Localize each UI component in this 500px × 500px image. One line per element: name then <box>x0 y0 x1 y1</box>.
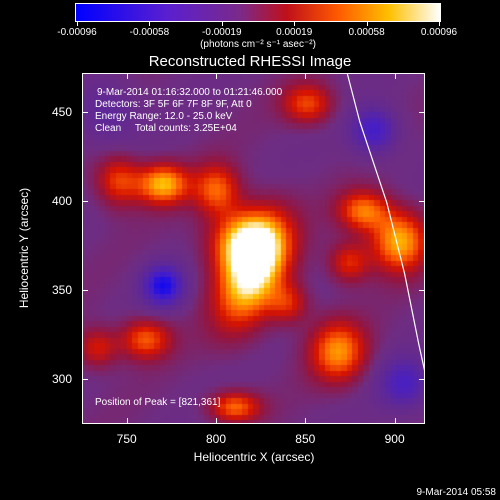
x-tick-mark <box>394 418 396 424</box>
y-tick-mark <box>82 379 88 381</box>
y-tick-mark <box>419 379 425 381</box>
y-tick-mark <box>419 112 425 114</box>
colorbar-tick-label: 0.00058 <box>348 27 385 38</box>
x-tick-mark <box>126 73 128 79</box>
colorbar-tick-mark <box>294 22 296 26</box>
y-tick-label: 450 <box>52 105 73 120</box>
colorbar-units: (photons cm⁻² s⁻¹ asec⁻²) <box>200 39 316 50</box>
x-tick-label: 850 <box>295 432 316 446</box>
y-tick-label: 300 <box>52 372 73 387</box>
x-tick-label: 750 <box>116 432 137 446</box>
x-tick-mark <box>215 418 217 424</box>
colorbar-tick-mark <box>77 22 78 26</box>
footer-timestamp: 9-Mar-2014 05:58 <box>416 487 497 498</box>
x-axis-label: Heliocentric X (arcsec) <box>193 450 315 464</box>
x-tick-label: 800 <box>205 432 226 446</box>
x-tick-mark <box>215 73 217 79</box>
x-tick-mark <box>394 73 396 79</box>
colorbar-tick-mark <box>366 22 368 26</box>
y-tick-mark <box>419 290 425 292</box>
y-axis-label: Heliocentric Y (arcsec) <box>17 187 31 309</box>
solar-limb-line <box>346 74 424 371</box>
colorbar-tick-label: -0.00058 <box>129 27 170 38</box>
colorbar-tick-label: -0.00019 <box>202 27 242 38</box>
y-tick-mark <box>82 290 88 292</box>
colorbar-tick-mark <box>149 22 151 26</box>
plot-area: 9-Mar-2014 01:16:32.000 to 01:21:46.000 … <box>82 73 425 424</box>
energy-range-label: Energy Range: 12.0 - 25.0 keV <box>95 111 233 122</box>
y-tick-mark <box>82 112 88 114</box>
peak-position-label: Position of Peak = [821,361] <box>95 397 221 408</box>
colorbar-tick-mark <box>439 22 440 26</box>
chart-title: Reconstructed RHESSI Image <box>148 53 352 70</box>
detectors-label: Detectors: 3F 5F 6F 7F 8F 9F, Att 0 <box>95 99 252 110</box>
y-tick-mark <box>419 201 425 203</box>
colorbar <box>75 3 441 22</box>
time-range-label: 9-Mar-2014 01:16:32.000 to 01:21:46.000 <box>97 87 283 98</box>
x-tick-mark <box>305 73 307 79</box>
y-tick-mark <box>82 201 88 203</box>
clean-counts-label: Clean Total counts: 3.25E+04 <box>95 123 237 134</box>
colorbar-gradient <box>76 4 440 21</box>
colorbar-tick-mark <box>221 22 223 26</box>
x-tick-label: 900 <box>384 432 405 446</box>
colorbar-tick-label: 0.00096 <box>420 27 458 38</box>
x-tick-mark <box>126 418 128 424</box>
colorbar-tick-label: -0.00096 <box>57 27 97 38</box>
heatmap-image <box>83 74 424 423</box>
x-tick-mark <box>305 418 307 424</box>
solar-limb <box>346 74 424 371</box>
colorbar-tick-label: 0.00019 <box>276 27 313 38</box>
y-tick-label: 350 <box>52 283 73 298</box>
y-tick-label: 400 <box>52 194 73 209</box>
